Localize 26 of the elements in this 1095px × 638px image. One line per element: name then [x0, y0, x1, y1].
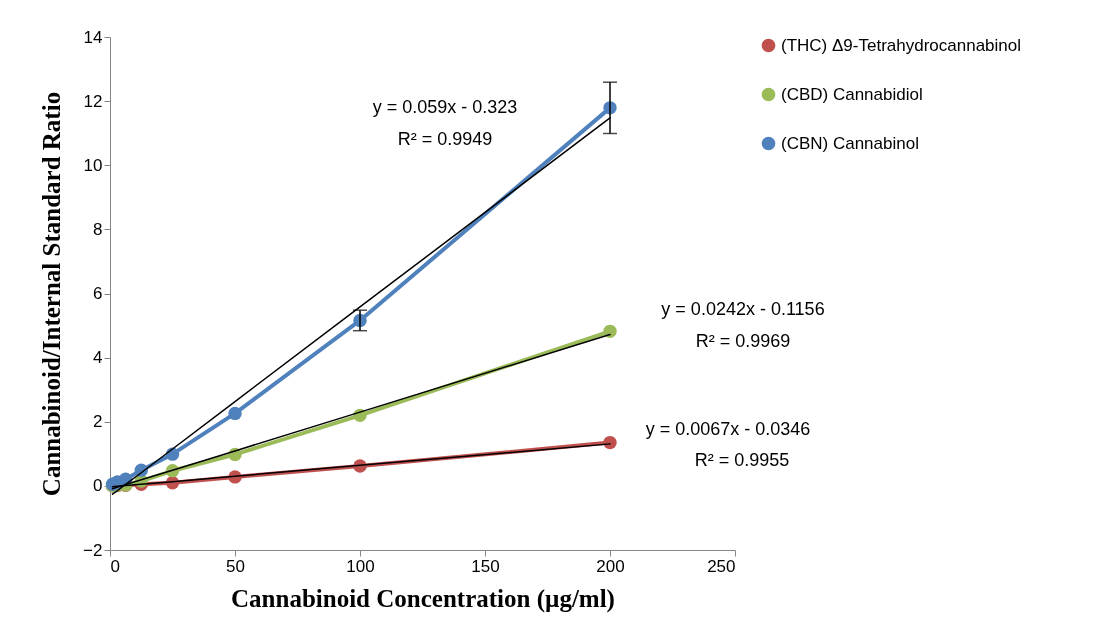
y-tick-label: −2 [83, 540, 103, 560]
annotation: y = 0.0242x - 0.1156 [661, 299, 825, 319]
annotation: y = 0.0067x - 0.0346 [645, 419, 811, 439]
x-tick-label: 150 [471, 556, 500, 576]
y-tick-label: 0 [93, 476, 103, 496]
x-tick-label: 250 [707, 556, 736, 576]
y-tick-label: 2 [93, 412, 103, 432]
legend-label: (CBD) Cannabidiol [781, 84, 923, 104]
y-tick-label: 6 [93, 284, 103, 303]
annotation: R² = 0.9955 [694, 450, 790, 470]
annotation: R² = 0.9969 [695, 331, 791, 351]
x-tick-label: 0 [110, 556, 120, 576]
y-tick-label: 10 [83, 155, 103, 175]
x-tick-label: 200 [596, 556, 625, 576]
x-tick-label: 100 [346, 556, 375, 576]
y-tick-label: 14 [83, 27, 103, 47]
y-tick-label: 12 [83, 91, 103, 111]
annotation: R² = 0.9949 [397, 129, 493, 149]
legend-label: (CBN) Cannabinol [781, 133, 919, 153]
annotation: y = 0.059x - 0.323 [372, 97, 518, 117]
legend-label: (THC) Δ9-Tetrahydrocannabinol [781, 35, 1022, 55]
x-tick-label: 50 [226, 556, 245, 576]
x-axis-title: Cannabinoid Concentration (µg/ml) [231, 584, 615, 613]
y-axis-title: Cannabinoid/Internal Standard Ratio [38, 91, 66, 497]
y-tick-label: 4 [93, 348, 103, 368]
y-tick-label: 8 [93, 219, 103, 239]
